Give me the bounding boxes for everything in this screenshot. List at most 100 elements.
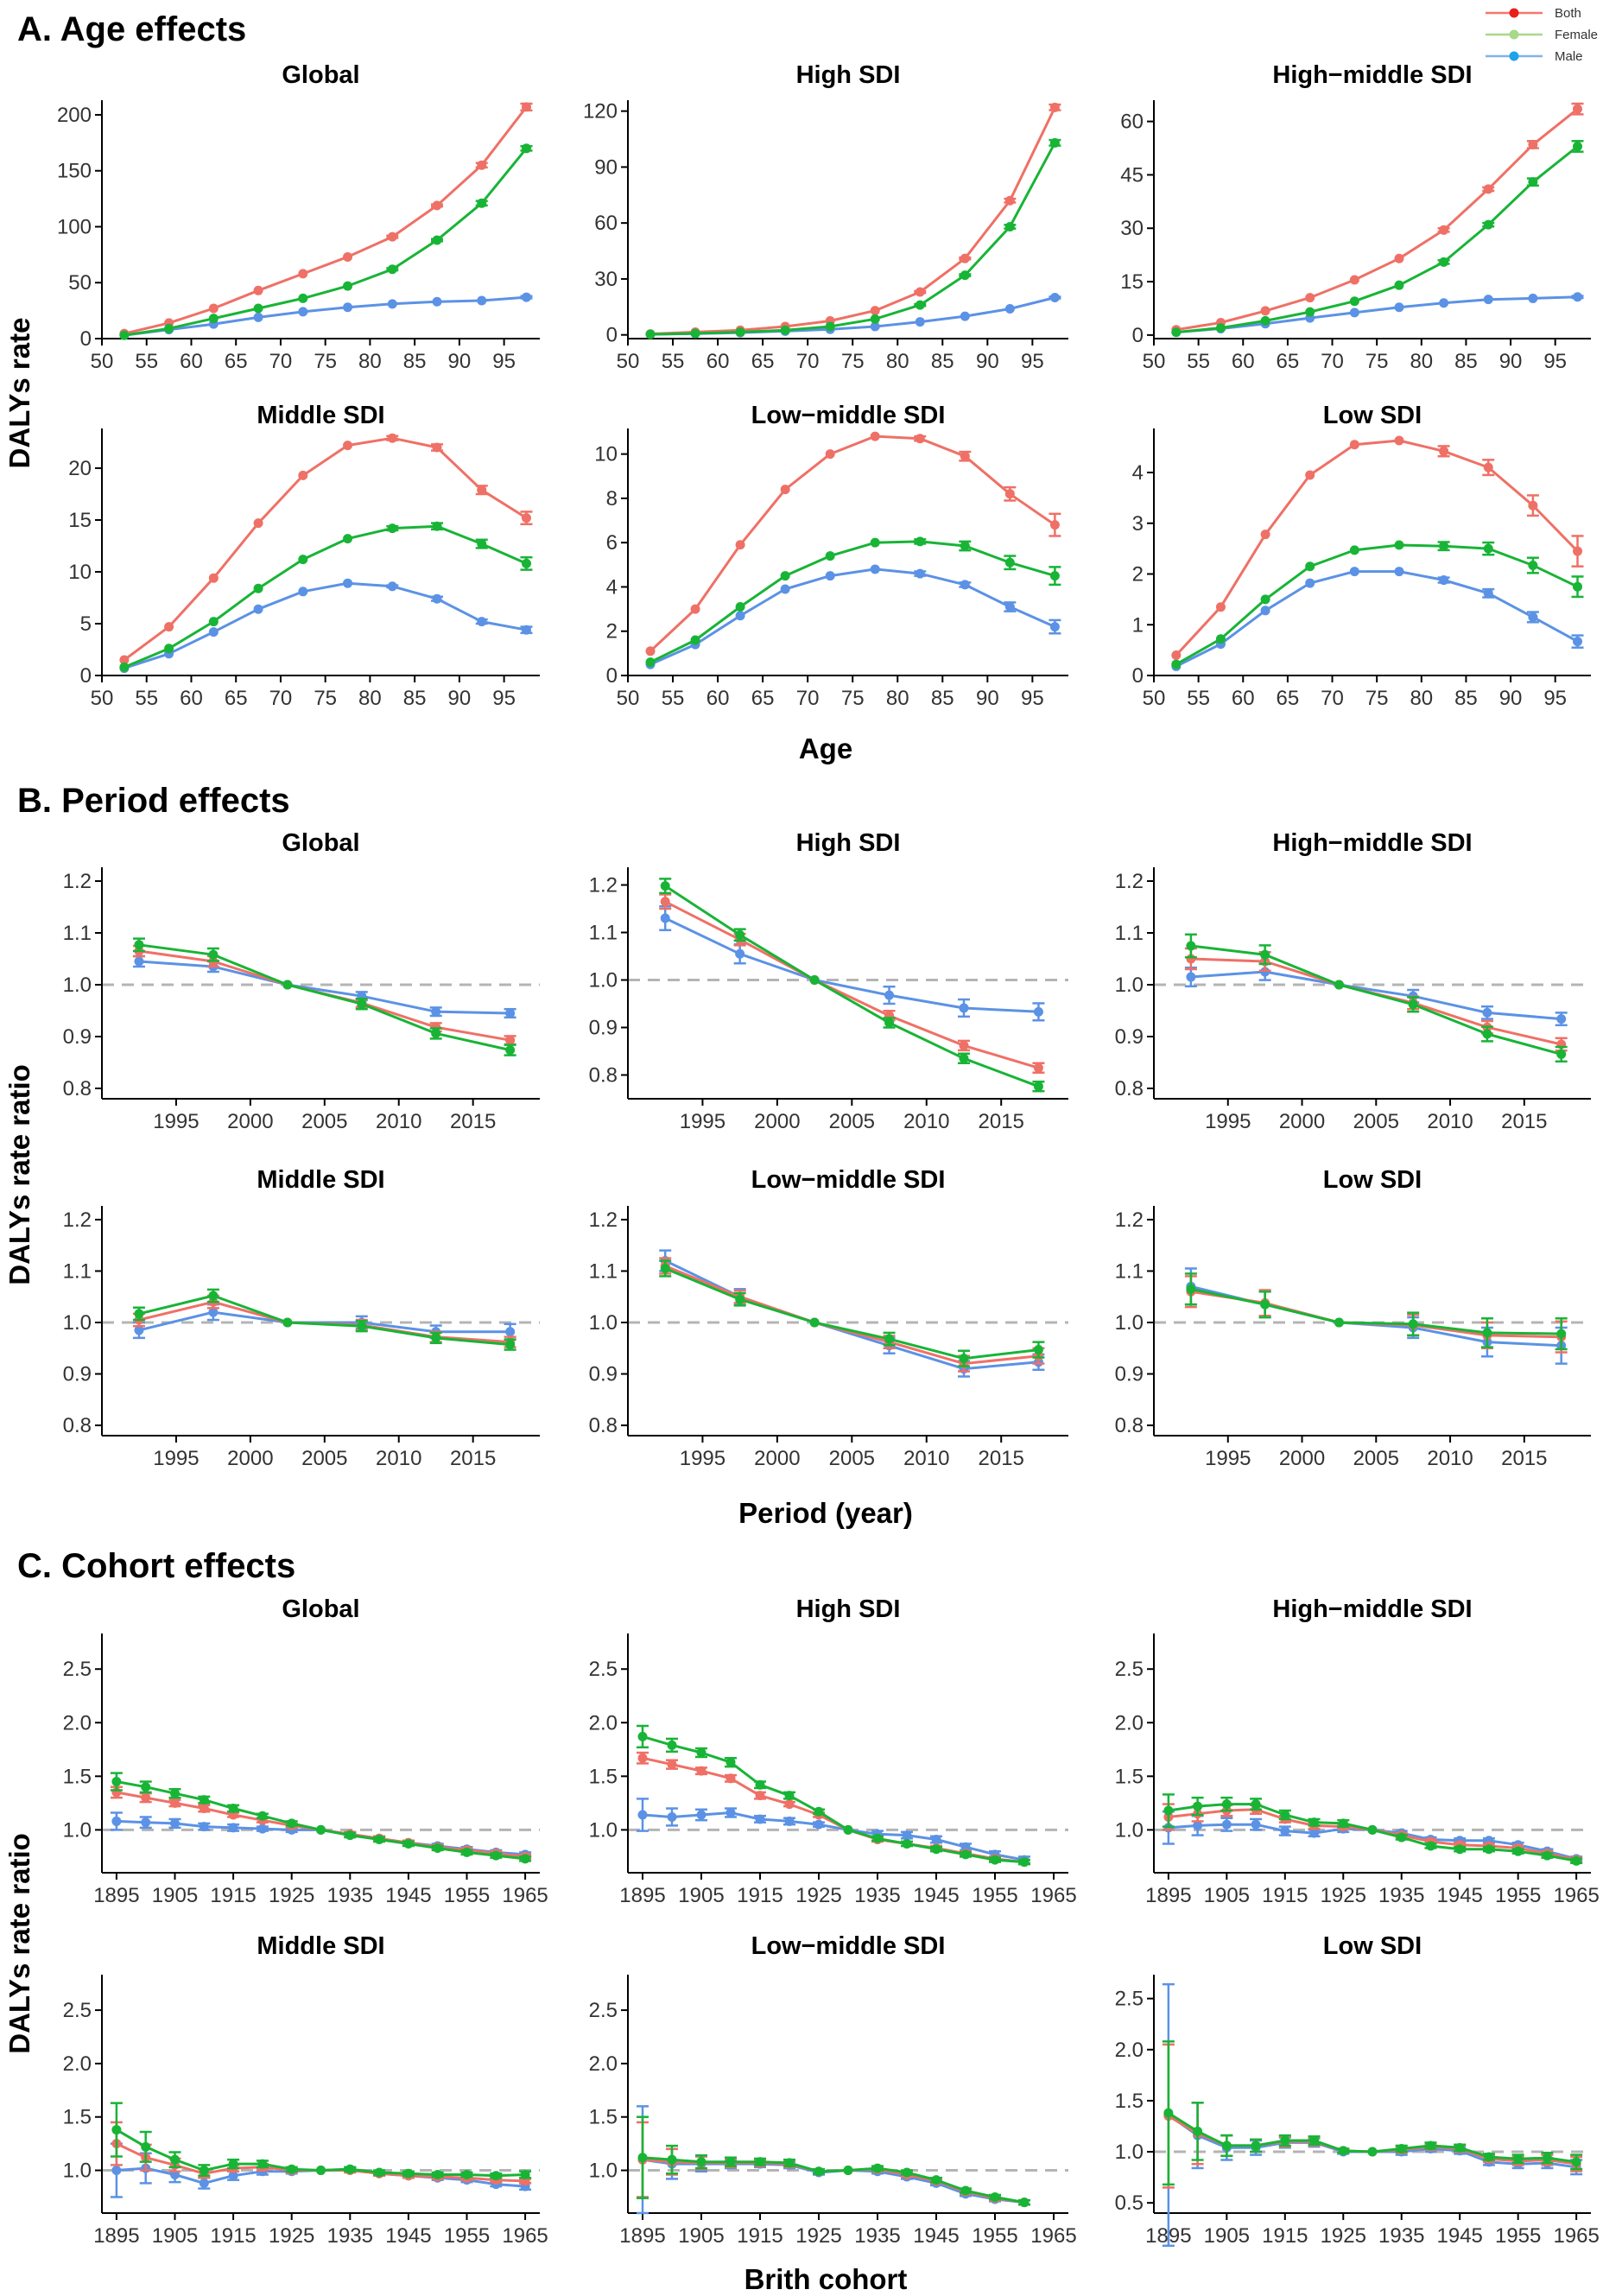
data-point [1394,280,1404,290]
x-axis-title: Age [799,733,852,764]
section-b-period-effects: B. Period effects Period (year) DALYs rate… [3,782,1591,1529]
series-line [664,916,1039,1013]
data-point [253,285,263,295]
y-tick-label: 2.0 [589,1711,618,1735]
data-point [637,1810,648,1820]
x-tick-label: 85 [403,687,427,710]
data-point [814,2166,824,2177]
data-point [959,1053,969,1063]
data-point [1338,2146,1348,2156]
data-point [1482,1328,1492,1338]
panel-middle-sdi: Middle SDI 1.0 1.5 2.0 2.5 1895 1905 1915 1925 19… [63,1932,548,2248]
data-point [1260,949,1270,960]
data-point [1573,141,1583,151]
data-point [1221,1799,1232,1810]
x-tick-label: 55 [1187,350,1210,373]
x-tick-label: 75 [314,687,337,710]
x-tick-label: 1955 [1495,1884,1541,1907]
data-point [521,292,531,302]
data-point [134,956,144,967]
y-tick-label: 0.8 [63,1077,92,1100]
series-both [119,102,533,339]
x-tick-label: 75 [841,350,865,373]
data-point [1171,327,1182,338]
data-point [990,1855,1000,1865]
x-tick-label: 2015 [1501,1110,1547,1133]
series-line [124,295,527,337]
y-tick-label: 5 [80,612,92,636]
series-both [645,102,1061,339]
y-tick-label: 2.5 [63,1658,92,1681]
series-line [664,1265,1039,1366]
data-point [1483,462,1493,473]
y-axis-title: DALYs rate ratio [3,1833,35,2054]
data-point [1528,612,1538,622]
data-point [199,2166,209,2176]
series-line [138,1294,510,1347]
data-point [343,534,353,544]
x-tick-label: 70 [269,687,293,710]
series-line [1190,944,1562,1056]
x-tick-label: 80 [886,687,909,710]
data-point [282,1317,293,1328]
y-tick-label: 1.1 [1115,1259,1144,1283]
x-tick-label: 1915 [1262,1884,1308,1907]
y-tick-label: 1.5 [63,2106,92,2129]
series-line [664,885,1039,1088]
data-point [298,307,308,317]
data-point [1573,292,1583,302]
panel-low-sdi: Low SDI 0.8 0.9 1.0 1.1 1.2 1995 2000 2005 2010 20… [1115,1166,1591,1470]
data-point [520,2169,530,2179]
x-tick-label: 1965 [502,1884,548,1907]
data-point [257,2159,268,2169]
data-point [1334,980,1344,990]
x-tick-label: 50 [1143,350,1166,373]
y-tick-label: 4 [606,575,618,599]
data-point [1484,1844,1494,1855]
data-point [505,1340,516,1350]
series-female [119,521,533,672]
data-point [1439,225,1449,235]
series-female [1171,540,1584,669]
x-tick-label: 1965 [1030,2224,1076,2248]
x-tick-label: 70 [269,350,293,373]
data-point [491,2171,501,2181]
y-tick-label: 1.1 [589,922,618,945]
y-tick-label: 1.0 [63,1311,92,1335]
data-point [1483,184,1493,194]
data-point [1513,1846,1524,1856]
panel-title: Low SDI [1323,402,1422,429]
data-point [637,2153,648,2163]
data-point [1573,546,1583,556]
data-point [1394,540,1404,550]
data-point [1439,575,1449,586]
panel-high-middle-sdi: High−middle SDI 0.8 0.9 1.0 1.1 1.2 1995 2000 20… [1115,829,1591,1133]
x-tick-label: 1965 [1553,2224,1599,2248]
y-tick-label: 2.0 [63,1711,92,1735]
x-tick-label: 95 [1543,687,1567,710]
x-tick-label: 1995 [680,1447,725,1470]
data-point [287,2164,297,2174]
data-point [282,980,293,990]
data-point [1556,1049,1567,1059]
data-point [141,1782,151,1792]
data-point [1309,1828,1320,1838]
data-point [725,1757,736,1767]
panel-global: Global 1.0 1.5 2.0 2.5 1895 1905 1915 1925 1935 19… [63,1595,548,1907]
panel-title: High−middle SDI [1272,61,1472,89]
data-point [1542,1850,1552,1861]
data-point [1260,594,1270,605]
x-tick-label: 50 [1143,687,1166,710]
data-point [505,1327,516,1337]
data-point [1394,435,1404,446]
series-female [637,2115,1030,2208]
data-point [119,330,130,340]
series-line [664,900,1039,1069]
data-point [343,578,353,588]
data-point [959,1354,969,1364]
data-point [1334,1317,1344,1328]
data-point [208,949,219,960]
data-point [403,2168,414,2179]
x-tick-label: 1905 [678,1884,724,1907]
